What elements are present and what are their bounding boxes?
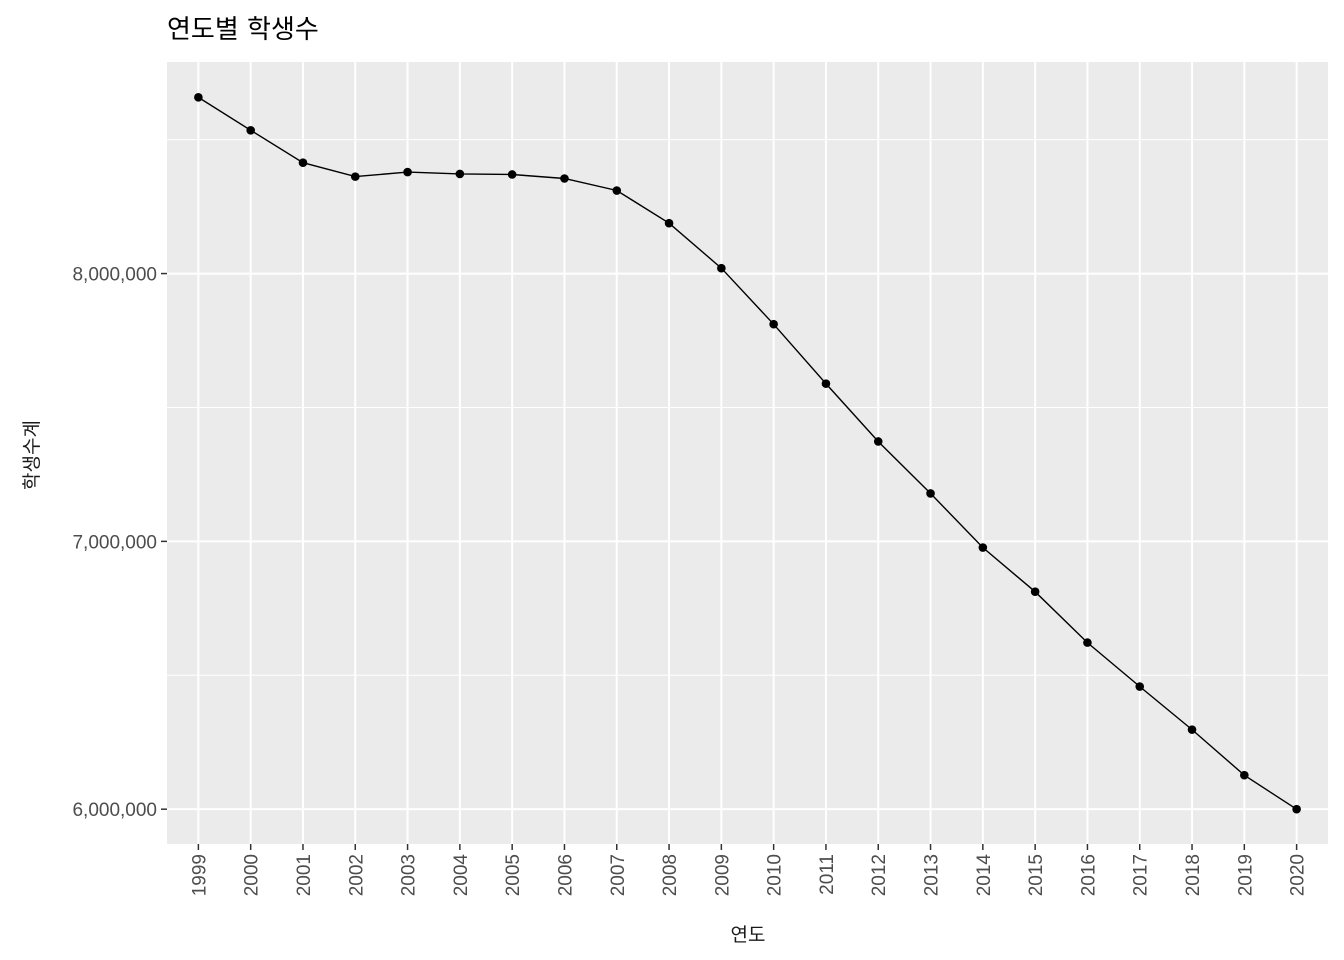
x-tick-label: 2016: [1078, 854, 1099, 896]
data-point: [1083, 638, 1092, 647]
y-tick-label: 6,000,000: [72, 800, 157, 821]
x-tick-label: 1999: [189, 854, 210, 896]
x-tick-label: 2018: [1183, 854, 1204, 896]
data-point: [926, 489, 935, 498]
x-tick-label: 2008: [660, 854, 681, 896]
data-point: [403, 167, 412, 177]
x-tick-label: 2013: [922, 854, 943, 896]
chart-title: 연도별 학생수: [167, 15, 319, 45]
x-axis: 1999 2000 2001 2002 2003 2004 2005 2006 2007 2008…: [189, 844, 1309, 897]
x-tick-label: 2009: [712, 854, 733, 896]
data-point: [612, 186, 622, 195]
data-point: [978, 543, 988, 552]
series-line: [198, 96, 1297, 810]
data-point: [1240, 770, 1249, 780]
data-point: [1292, 804, 1301, 814]
x-tick-label: 2003: [399, 854, 420, 896]
data-point: [1135, 682, 1145, 691]
x-tick-label: 2011: [817, 854, 838, 895]
data-point: [717, 263, 726, 273]
x-axis-title: 연도: [731, 924, 766, 946]
x-tick-label: 2007: [608, 854, 629, 896]
major-gridlines: [167, 62, 1328, 844]
data-point: [455, 169, 465, 179]
data-point: [350, 172, 360, 181]
data-point: [194, 93, 203, 102]
data-point: [246, 125, 255, 135]
data-point: [298, 158, 308, 167]
x-tick-label: 2012: [869, 854, 890, 896]
x-tick-label: 2015: [1026, 854, 1047, 896]
minor-gridlines: [167, 139, 1328, 676]
data-point: [560, 174, 569, 183]
y-tick-label: 7,000,000: [72, 532, 157, 553]
data-point: [769, 319, 778, 329]
x-tick-label: 2000: [242, 854, 263, 896]
data-point: [821, 379, 831, 388]
data-point: [873, 437, 883, 446]
data-point: [1187, 725, 1197, 734]
data-point: [507, 170, 517, 179]
y-axis: 6,000,000 7,000,000 8,000,000: [72, 265, 167, 821]
x-tick-label: 2005: [503, 854, 524, 896]
x-tick-label: 2006: [555, 854, 576, 896]
data-points: [194, 93, 1301, 814]
x-tick-label: 2010: [765, 854, 786, 896]
y-tick-label: 8,000,000: [72, 265, 157, 286]
x-tick-label: 2020: [1288, 854, 1309, 896]
series-line-group: [198, 96, 1297, 810]
data-point: [664, 218, 674, 228]
x-tick-label: 2014: [974, 854, 995, 897]
data-point: [1030, 587, 1040, 597]
x-tick-label: 2019: [1235, 854, 1256, 896]
x-tick-label: 2002: [346, 854, 367, 896]
y-axis-title: 학생수계: [21, 420, 43, 490]
plot-panel: [167, 62, 1328, 844]
x-tick-label: 2017: [1131, 854, 1152, 896]
x-tick-label: 2004: [451, 854, 472, 897]
x-tick-label: 2001: [294, 854, 315, 896]
